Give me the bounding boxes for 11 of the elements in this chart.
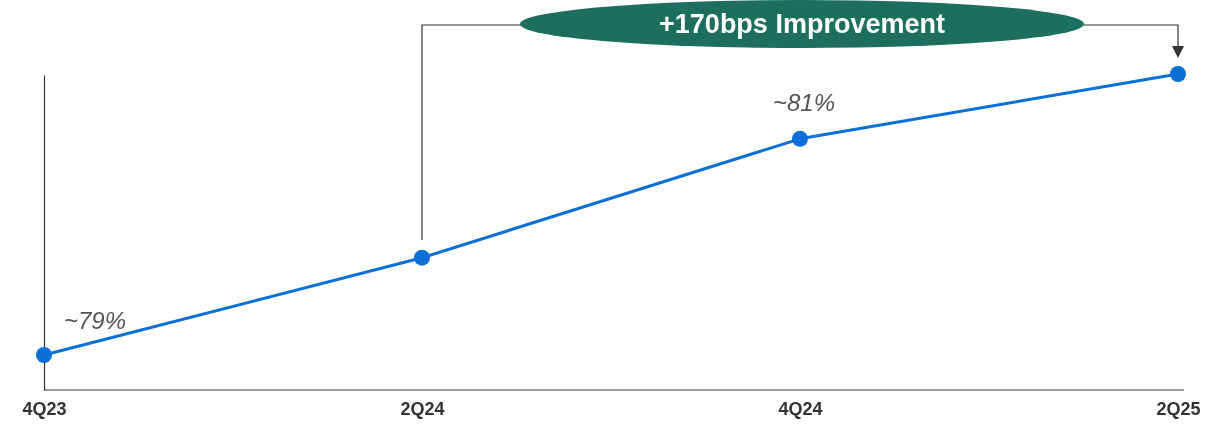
point: [414, 249, 430, 266]
x-tick-label: 2Q25: [1156, 398, 1201, 419]
data-label: ~79%: [64, 307, 127, 334]
point: [1170, 66, 1186, 82]
x-tick-label: 4Q23: [22, 398, 67, 419]
x-tick-label: 4Q24: [778, 398, 823, 419]
text: +170bps Improvement: [659, 9, 945, 39]
point: [36, 347, 52, 363]
x-tick-label: 2Q24: [400, 398, 445, 419]
data-label: ~81%: [772, 88, 836, 116]
point: [792, 130, 808, 147]
